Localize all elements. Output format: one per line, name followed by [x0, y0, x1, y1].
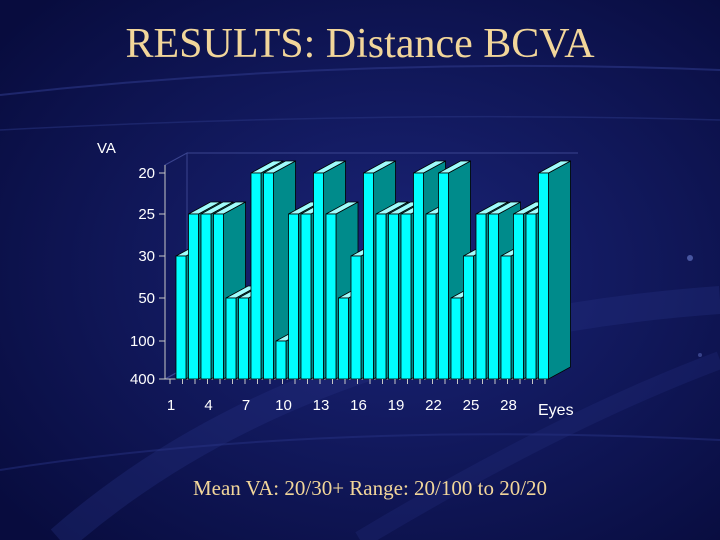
bar-front	[413, 172, 424, 380]
bar-front	[363, 172, 374, 380]
y-tick-label: 50	[138, 290, 155, 307]
bar-front	[238, 297, 249, 380]
bar-front	[450, 297, 462, 380]
bar-front	[313, 172, 324, 380]
bar-side	[548, 160, 571, 380]
bar-front	[350, 255, 362, 380]
bar-front	[500, 255, 512, 380]
x-axis-label: Eyes	[538, 402, 574, 419]
y-tick-label: 25	[138, 206, 155, 223]
bar-front	[250, 172, 262, 380]
bar	[538, 160, 571, 380]
x-tick-label: 28	[500, 397, 517, 414]
y-tick-label: 100	[130, 333, 155, 350]
bar-front	[463, 255, 474, 380]
summary-text: Mean VA: 20/30+ Range: 20/100 to 20/20	[192, 476, 548, 500]
x-tick-label: 1	[167, 397, 175, 414]
bar-front	[438, 172, 449, 380]
bar-front	[425, 213, 437, 380]
bar-front	[300, 213, 312, 380]
bar-front	[188, 213, 199, 380]
x-tick-label: 22	[425, 397, 442, 414]
y-tick-label: 400	[130, 371, 155, 388]
bar-front	[513, 213, 524, 380]
bar-front	[225, 297, 237, 380]
bar-front	[175, 255, 187, 380]
bar-front	[338, 297, 349, 380]
y-tick-label: 20	[138, 165, 155, 182]
bar-front	[388, 213, 399, 380]
y-axis-label: VA	[97, 140, 116, 157]
x-tick-label: 16	[350, 397, 367, 414]
x-tick-label: 19	[388, 397, 405, 414]
bar-front	[263, 172, 274, 380]
bar-front	[200, 213, 212, 380]
bar-front	[288, 213, 299, 380]
x-tick-label: 10	[275, 397, 292, 414]
bar-front	[538, 172, 549, 380]
x-tick-label: 13	[313, 397, 330, 414]
bar-front	[275, 340, 287, 380]
bar-front	[488, 213, 499, 380]
y-tick-label: 30	[138, 248, 155, 265]
bar-front	[213, 213, 224, 380]
bar-front	[475, 213, 487, 380]
bar-front	[325, 213, 337, 380]
x-tick-label: 25	[463, 397, 480, 414]
bar-front	[525, 213, 537, 380]
x-tick-label: 7	[242, 397, 250, 414]
bar-front	[375, 213, 387, 380]
x-tick-label: 4	[204, 397, 212, 414]
bar-front	[400, 213, 412, 380]
slide-title: RESULTS: Distance BCVA	[125, 21, 595, 67]
